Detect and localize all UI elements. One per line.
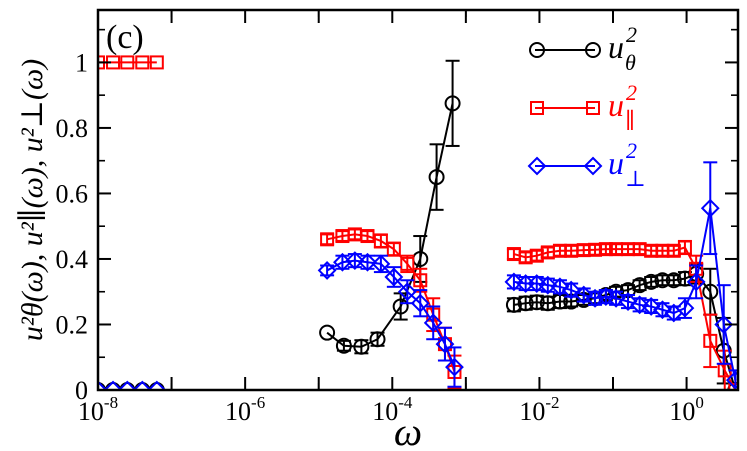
data-point <box>538 275 558 295</box>
data-point <box>588 242 603 257</box>
legend-item: u2 θ <box>529 22 637 75</box>
data-point <box>386 242 401 257</box>
data-point <box>335 337 352 354</box>
y-tick-label: 0.4 <box>56 245 89 274</box>
legend-marker <box>583 156 603 176</box>
y-tick-label: 0.8 <box>56 114 89 143</box>
data-point <box>149 55 164 70</box>
plot-frame <box>96 8 740 392</box>
data-point <box>373 233 388 248</box>
data-point <box>132 380 152 390</box>
x-tick-label: 10-8 <box>78 393 118 426</box>
legend: u2 θ u2 ∥ u2 ⊥ <box>527 22 646 191</box>
legend-marker <box>585 42 601 58</box>
data-point <box>384 267 404 287</box>
data-point <box>360 229 375 244</box>
data-point <box>98 380 108 390</box>
data-point <box>319 324 336 341</box>
data-point <box>117 380 137 390</box>
legend-marker <box>586 101 600 115</box>
data-point <box>598 242 613 257</box>
data-point <box>353 338 370 355</box>
data-point <box>397 282 417 302</box>
data-point <box>714 315 734 334</box>
x-axis: 10-8 10-6 10-4 10-2 100 <box>78 10 704 426</box>
y-tick-label: 0.2 <box>56 310 89 339</box>
data-point <box>703 333 718 348</box>
data-point <box>654 272 671 289</box>
y-axis: 0 0.2 0.4 0.6 0.8 1 <box>56 28 738 405</box>
data-point <box>120 55 135 70</box>
legend-marker <box>527 156 547 176</box>
data-point <box>539 295 556 312</box>
y-tick-label: 0.6 <box>56 179 89 208</box>
data-point <box>369 331 386 348</box>
plot-area <box>98 55 738 390</box>
series-theta <box>98 59 738 390</box>
data-point <box>103 380 123 390</box>
y-tick-label: 1 <box>75 48 88 77</box>
y-axis-title: u²θ(ω), u²∥(ω), u²⊥(ω) <box>16 59 49 341</box>
data-point <box>527 274 547 293</box>
x-tick-label: 10-6 <box>225 393 265 426</box>
data-point <box>702 283 719 300</box>
x-tick-label: 10-4 <box>372 393 413 426</box>
data-point <box>400 256 415 271</box>
legend-label: u2 ∥ <box>608 80 637 133</box>
x-axis-title: ω <box>394 409 422 451</box>
data-point <box>410 293 430 313</box>
legend-item: u2 ⊥ <box>527 138 646 191</box>
data-point <box>643 273 660 290</box>
data-point <box>561 280 581 300</box>
legend-label: u2 ⊥ <box>608 138 646 191</box>
data-point <box>147 380 167 390</box>
legend-item: u2 ∥ <box>530 80 637 133</box>
panel-label: (c) <box>106 19 144 56</box>
data-point <box>675 298 695 318</box>
data-point <box>428 169 445 186</box>
x-tick-label: 10-2 <box>519 393 559 426</box>
data-point <box>505 296 522 313</box>
data-point <box>630 295 650 315</box>
data-point <box>345 251 365 271</box>
data-point <box>423 313 443 333</box>
series-parallel <box>98 55 738 390</box>
series-line <box>326 103 454 348</box>
data-point <box>700 198 720 218</box>
data-point <box>665 272 682 289</box>
data-point <box>435 334 455 354</box>
legend-label: u2 θ <box>608 22 637 75</box>
data-point <box>358 252 377 272</box>
data-point <box>585 288 605 308</box>
y-tick-label: 0 <box>75 376 88 405</box>
data-point <box>371 254 391 274</box>
series-perp <box>98 161 738 390</box>
data-point <box>444 95 461 112</box>
x-tick-label: 100 <box>669 393 704 426</box>
data-point <box>445 357 464 377</box>
data-point <box>135 55 150 70</box>
legend-marker <box>529 42 545 58</box>
data-point <box>677 240 692 255</box>
data-point <box>517 295 534 312</box>
data-point <box>631 277 648 294</box>
data-point <box>528 294 545 311</box>
data-point <box>504 272 524 292</box>
data-point <box>725 370 738 390</box>
data-point <box>320 232 335 247</box>
data-point <box>686 272 706 292</box>
legend-marker <box>530 101 544 115</box>
data-point <box>392 298 409 315</box>
data-point <box>317 261 337 280</box>
